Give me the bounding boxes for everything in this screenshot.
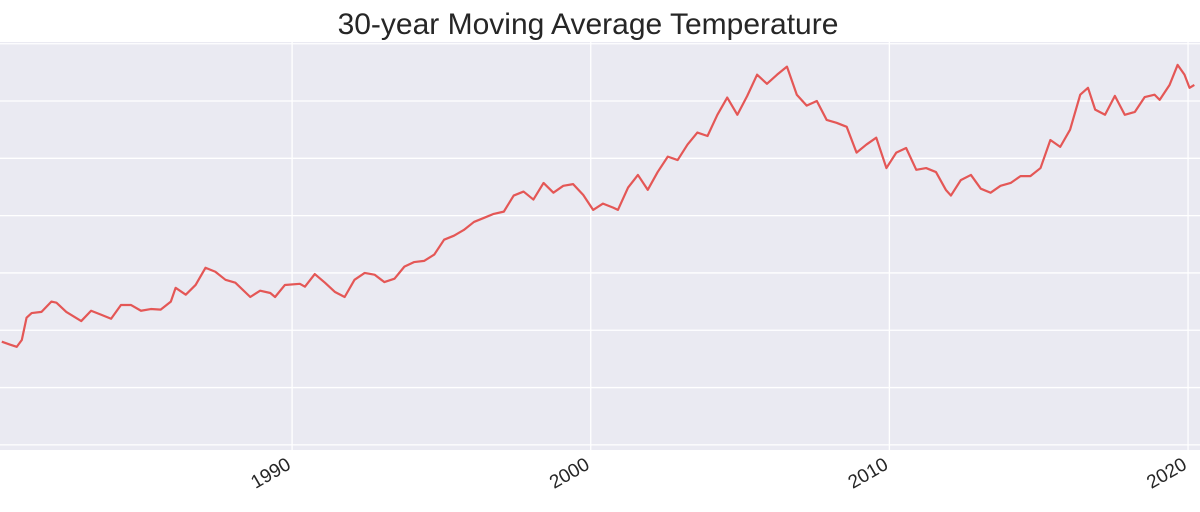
plot-area xyxy=(0,42,1200,450)
chart-title: 30-year Moving Average Temperature xyxy=(338,8,839,41)
x-tick-label: 2000 xyxy=(546,454,593,493)
x-tick-label: 2020 xyxy=(1143,454,1190,493)
data-line xyxy=(1,63,1195,348)
x-tick-label: 1990 xyxy=(247,454,294,493)
x-tick-label: 2010 xyxy=(845,454,892,493)
